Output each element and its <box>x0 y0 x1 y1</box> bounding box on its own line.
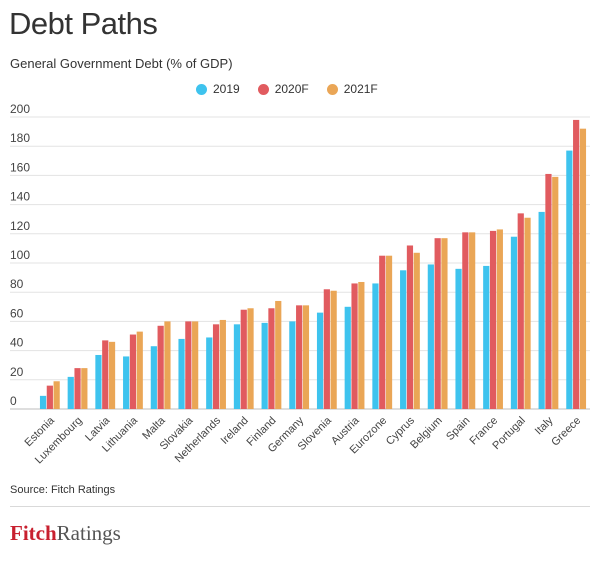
bar-finland-2019 <box>261 322 268 409</box>
bar-luxembourg-2021f <box>81 368 88 409</box>
footer-divider <box>10 506 590 507</box>
bar-greece-2020f <box>573 119 580 410</box>
bar-germany-2020f <box>296 305 303 409</box>
bar-cyprus-2019 <box>400 270 407 409</box>
bar-italy-2019 <box>538 211 545 409</box>
bar-estonia-2020f <box>46 385 53 409</box>
bar-malta-2020f <box>157 325 164 409</box>
bar-portugal-2021f <box>524 217 531 409</box>
bar-eurozone-2021f <box>385 255 393 409</box>
logo-part-ratings: Ratings <box>56 521 121 545</box>
legend-label-2020f: 2020F <box>274 82 309 96</box>
y-tick-label-60: 60 <box>10 306 24 320</box>
bar-portugal-2020f <box>517 213 524 409</box>
bar-ireland-2019 <box>233 324 241 409</box>
bar-latvia-2020f <box>102 340 109 409</box>
x-tick-label-italy: Italy <box>533 414 556 437</box>
y-tick-label-140: 140 <box>10 190 30 204</box>
bar-luxembourg-2019 <box>67 376 74 409</box>
source-note: Source: Fitch Ratings <box>10 484 116 496</box>
bar-portugal-2019 <box>510 236 518 409</box>
legend-item-2019: 2019 <box>196 82 240 96</box>
bar-cyprus-2020f <box>406 245 414 409</box>
bar-eurozone-2020f <box>379 255 386 409</box>
bar-layer <box>39 119 587 410</box>
bar-greece-2021f <box>579 128 587 409</box>
bar-lithuania-2021f <box>136 331 143 409</box>
bar-ireland-2021f <box>247 308 254 409</box>
bar-cyprus-2021f <box>413 252 420 409</box>
bar-france-2019 <box>483 265 490 409</box>
bar-france-2020f <box>489 230 497 409</box>
bar-slovakia-2019 <box>178 338 185 409</box>
y-tick-label-20: 20 <box>10 365 24 379</box>
bar-chart: 0 20 40 60 80 100 120 140 160 180 200 EstoniaLuxem… <box>10 102 590 466</box>
bar-belgium-2020f <box>434 238 441 409</box>
bar-eurozone-2019 <box>372 283 379 409</box>
legend-label-2019: 2019 <box>213 82 240 96</box>
bar-slovakia-2020f <box>185 321 192 409</box>
legend-swatch-2021f <box>326 83 338 95</box>
bar-germany-2021f <box>302 305 310 409</box>
legend-item-2021f: 2021F <box>326 82 378 96</box>
bar-austria-2021f <box>358 281 365 409</box>
bar-lithuania-2020f <box>129 334 137 409</box>
bar-belgium-2021f <box>441 238 448 409</box>
bar-belgium-2019 <box>427 264 434 409</box>
y-tick-label-160: 160 <box>10 160 30 174</box>
y-tick-label-180: 180 <box>10 131 30 145</box>
legend-item-2020f: 2020F <box>257 82 309 96</box>
chart-title: Debt Paths <box>9 6 158 41</box>
bar-ireland-2020f <box>240 309 247 409</box>
bar-slovakia-2021f <box>192 321 199 409</box>
bar-netherlands-2020f <box>212 324 220 409</box>
y-tick-label-100: 100 <box>10 248 30 262</box>
bar-luxembourg-2020f <box>74 368 81 409</box>
bar-estonia-2021f <box>53 381 60 409</box>
legend-swatch-2020f <box>257 83 269 95</box>
bar-spain-2020f <box>462 232 469 409</box>
bar-finland-2021f <box>275 300 282 409</box>
bar-italy-2021f <box>552 176 559 409</box>
logo-part-fitch: Fitch <box>10 521 57 545</box>
chart-legend: 2019 2020F 2021F <box>196 82 378 96</box>
bar-latvia-2021f <box>108 341 116 409</box>
bar-netherlands-2021f <box>219 319 226 409</box>
bar-greece-2019 <box>566 150 573 409</box>
bar-netherlands-2019 <box>206 337 213 409</box>
legend-label-2021f: 2021F <box>343 82 378 96</box>
bar-slovenia-2019 <box>316 312 324 409</box>
fitch-ratings-logo: FitchRatings <box>10 521 121 546</box>
bar-finland-2020f <box>268 308 275 409</box>
bar-austria-2020f <box>351 283 358 409</box>
bar-spain-2019 <box>455 268 462 409</box>
y-tick-label-200: 200 <box>10 102 30 116</box>
bar-slovenia-2021f <box>330 290 337 409</box>
chart-subtitle: General Government Debt (% of GDP) <box>10 56 233 71</box>
bar-slovenia-2020f <box>323 289 330 409</box>
bar-malta-2021f <box>164 321 171 409</box>
bar-italy-2020f <box>545 173 552 409</box>
bar-france-2021f <box>496 229 503 409</box>
bar-austria-2019 <box>344 306 351 409</box>
bar-spain-2021f <box>469 232 476 409</box>
bar-latvia-2019 <box>95 354 102 409</box>
y-tick-label-80: 80 <box>10 277 24 291</box>
bar-malta-2019 <box>150 346 157 409</box>
x-tick-label-greece: Greece <box>549 415 583 449</box>
y-tick-label-0: 0 <box>10 394 17 408</box>
bar-germany-2019 <box>289 321 296 409</box>
y-tick-label-40: 40 <box>10 336 24 350</box>
legend-swatch-2019 <box>196 83 207 95</box>
y-tick-label-120: 120 <box>10 219 30 233</box>
bar-estonia-2019 <box>39 395 47 409</box>
bar-lithuania-2019 <box>123 356 130 409</box>
